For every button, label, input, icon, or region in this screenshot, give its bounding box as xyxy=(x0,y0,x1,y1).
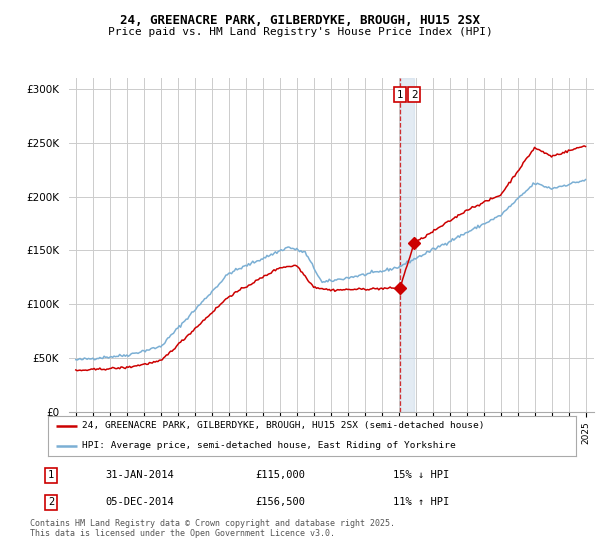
Text: 24, GREENACRE PARK, GILBERDYKE, BROUGH, HU15 2SX (semi-detached house): 24, GREENACRE PARK, GILBERDYKE, BROUGH, … xyxy=(82,421,485,430)
Text: Contains HM Land Registry data © Crown copyright and database right 2025.
This d: Contains HM Land Registry data © Crown c… xyxy=(30,519,395,538)
Text: HPI: Average price, semi-detached house, East Riding of Yorkshire: HPI: Average price, semi-detached house,… xyxy=(82,441,456,450)
Text: 15% ↓ HPI: 15% ↓ HPI xyxy=(393,470,449,480)
Text: 11% ↑ HPI: 11% ↑ HPI xyxy=(393,497,449,507)
Text: £156,500: £156,500 xyxy=(255,497,305,507)
Text: 1: 1 xyxy=(397,90,403,100)
Text: 05-DEC-2014: 05-DEC-2014 xyxy=(105,497,174,507)
Text: £115,000: £115,000 xyxy=(255,470,305,480)
Text: 1: 1 xyxy=(48,470,54,480)
Text: 31-JAN-2014: 31-JAN-2014 xyxy=(105,470,174,480)
Text: 2: 2 xyxy=(48,497,54,507)
Text: 2: 2 xyxy=(411,90,418,100)
Bar xyxy=(400,78,414,412)
Text: 24, GREENACRE PARK, GILBERDYKE, BROUGH, HU15 2SX: 24, GREENACRE PARK, GILBERDYKE, BROUGH, … xyxy=(120,14,480,27)
Text: Price paid vs. HM Land Registry's House Price Index (HPI): Price paid vs. HM Land Registry's House … xyxy=(107,27,493,37)
